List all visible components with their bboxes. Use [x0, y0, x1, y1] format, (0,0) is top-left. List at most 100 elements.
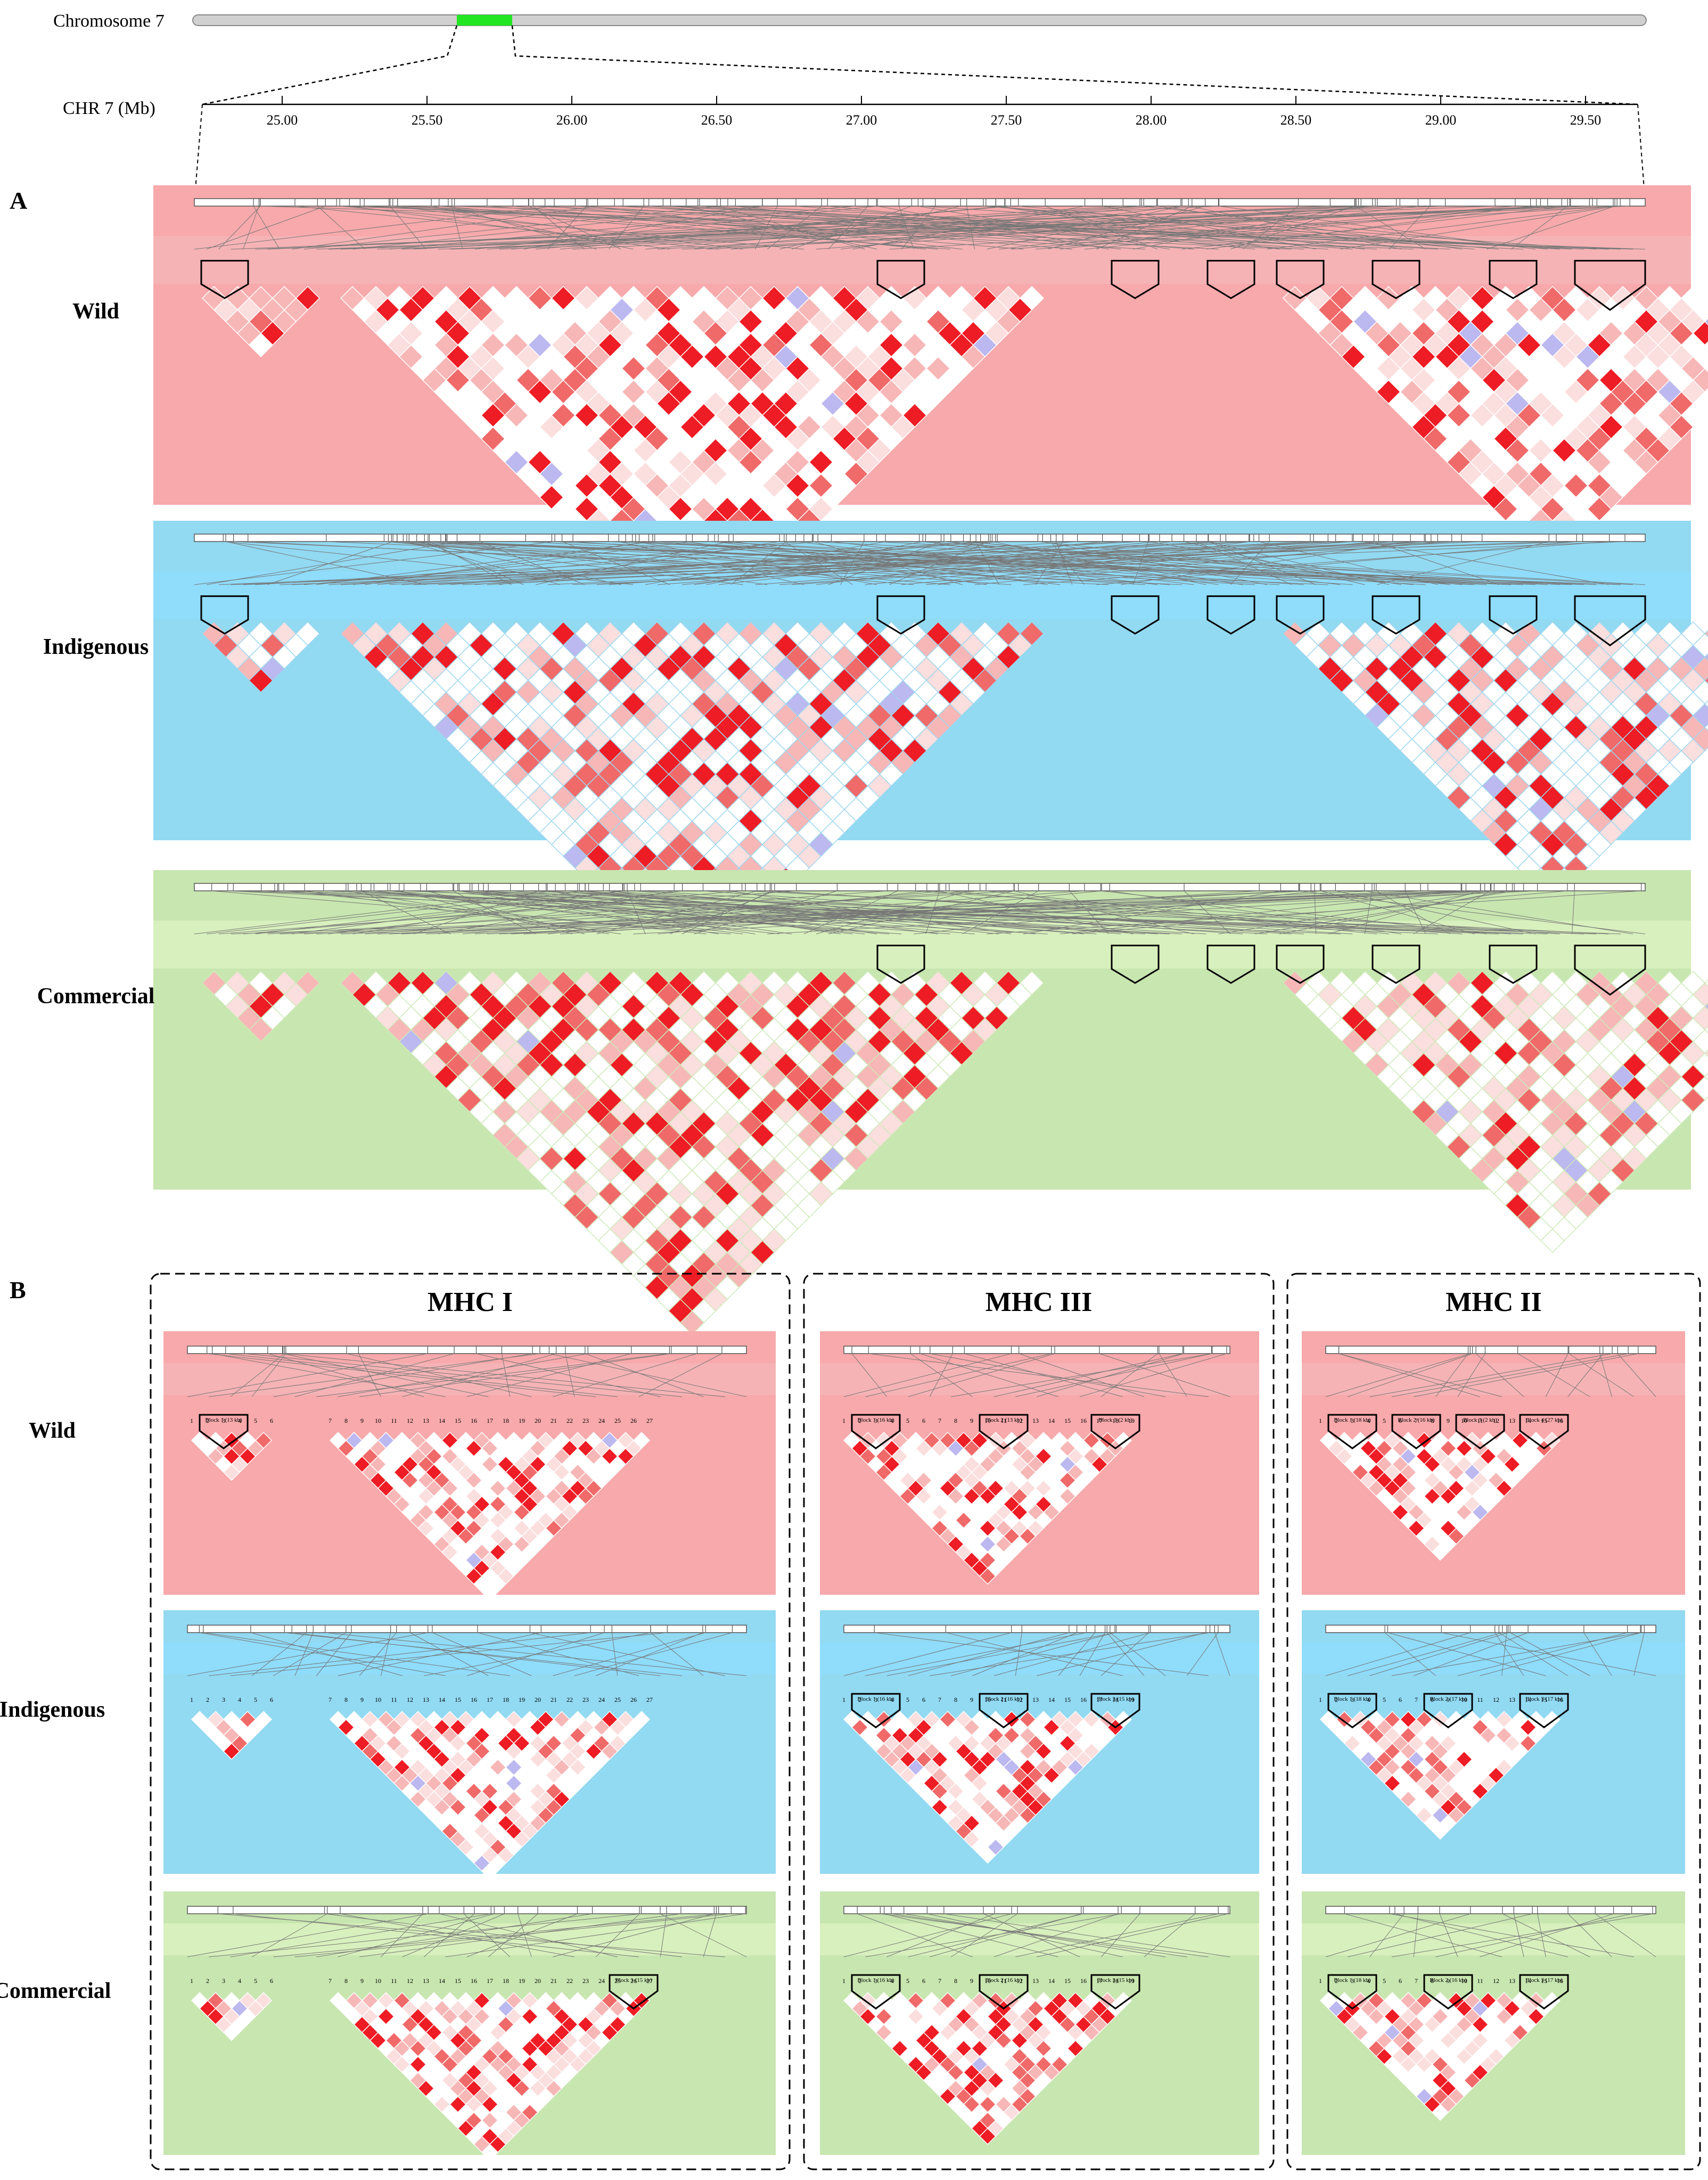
- haplotype-block-outline: [1276, 595, 1325, 635]
- marker-strip: [187, 1625, 747, 1633]
- marker-number: 23: [582, 1417, 589, 1424]
- marker-number: 8: [954, 1977, 957, 1985]
- marker-link: [487, 206, 1024, 250]
- marker-number: 1: [842, 1977, 845, 1985]
- marker-link: [670, 206, 1572, 250]
- marker-link: [1184, 890, 1231, 935]
- panel-a: Wild Indigenous Commercial: [37, 185, 1708, 1335]
- marker-link: [304, 890, 888, 935]
- marker-number: 7: [1415, 1696, 1418, 1703]
- marker-number: 1: [190, 1417, 193, 1424]
- marker-strip: [1325, 1625, 1656, 1633]
- marker-number: 5: [254, 1977, 257, 1985]
- marker-number: 6: [270, 1977, 273, 1985]
- marker-link: [211, 890, 731, 935]
- a-ld-cell: [1704, 341, 1708, 349]
- haplotype-block-label: Block 4 (27 kb): [1525, 1417, 1563, 1423]
- haplotype-block-label: Block 3 (15 kb): [1097, 1696, 1134, 1702]
- marker-number: 13: [423, 1977, 429, 1985]
- marker-link: [779, 206, 961, 250]
- haplotype-block-outline: [1489, 260, 1538, 299]
- marker-number: 7: [329, 1696, 332, 1703]
- marker-number: 13: [1509, 1417, 1515, 1424]
- marker-number: 19: [519, 1417, 525, 1424]
- marker-link: [429, 541, 512, 585]
- population-band: [163, 1363, 776, 1395]
- marker-number: 14: [1048, 1977, 1055, 1985]
- population-band: [1302, 1363, 1685, 1395]
- marker-number: 15: [1064, 1696, 1071, 1703]
- axis-tick-label: 29.50: [1570, 112, 1602, 128]
- marker-link: [326, 541, 1328, 585]
- marker-number: 20: [535, 1977, 541, 1985]
- mhc-region-1: MHC I1 2 3 4 5 6 7 8 9 10 11 12 13 14 15 16 17 18 19 20 21 22…: [0, 1273, 791, 2170]
- marker-link: [987, 890, 1641, 935]
- haplotype-block-label: Block 1 (15 kb): [615, 1977, 652, 1984]
- marker-number: 12: [1493, 1696, 1499, 1703]
- marker-link: [1014, 890, 1194, 935]
- haplotype-block-label: Block 3 (2 kb): [1098, 1417, 1132, 1423]
- marker-link: [1023, 890, 1281, 935]
- region-commercial-panel: 1 2 3 4 5 6 7 8 9 10 11 12 13 14 15 16 17 18 19 20 21 22 23 24 2…: [0, 1891, 776, 2161]
- marker-link: [317, 206, 365, 250]
- marker-number: 17: [487, 1696, 493, 1703]
- marker-link: [451, 206, 463, 250]
- marker-number: 16: [471, 1977, 477, 1985]
- marker-link: [1230, 541, 1270, 585]
- marker-number: 1: [1319, 1417, 1322, 1424]
- marker-link: [499, 541, 780, 585]
- population-label: Wild: [29, 1419, 76, 1443]
- marker-number: 8: [954, 1696, 957, 1703]
- marker-link: [889, 206, 1621, 250]
- marker-number: 21: [551, 1977, 557, 1985]
- marker-number: 3: [222, 1696, 225, 1703]
- region-wild-panel: 1 2 3 4 5 6 7 8 9 10 11 12 13 14 15 16 17 18 19 20 21 22 23 24 2…: [29, 1331, 776, 1601]
- marker-number: 9: [360, 1977, 364, 1985]
- region-title: MHC II: [1446, 1287, 1542, 1317]
- region-indigenous-panel: 1 2 3 4 5 6 7 8 9 10 11 12 13 14 15 16 17 18 19 20 21 22 23 24 2…: [0, 1610, 776, 1880]
- marker-link: [1487, 206, 1615, 250]
- haplotype-block-outline: [876, 260, 925, 299]
- marker-number: 1: [842, 1417, 845, 1424]
- marker-number: 5: [254, 1417, 257, 1424]
- population-label: Wild: [72, 299, 119, 324]
- haplotype-block-outline: [1111, 260, 1160, 299]
- axis-ticks: 25.00 25.50 26.00 26.50 27.00 27.50 28.00 28.50…: [267, 96, 1602, 128]
- marker-link: [445, 541, 1255, 585]
- a-ld-cell: [1704, 700, 1708, 708]
- marker-number: 22: [566, 1977, 573, 1985]
- marker-number: 27: [646, 1696, 653, 1703]
- marker-link: [525, 541, 1280, 585]
- marker-link: [261, 890, 1048, 935]
- marker-number: 21: [551, 1417, 557, 1424]
- haplotype-block-outline: [200, 260, 249, 299]
- marker-number: 11: [391, 1417, 397, 1424]
- a-ld-cell: [1704, 364, 1708, 373]
- marker-link: [1149, 541, 1402, 585]
- a-ld-cell: [1704, 676, 1708, 685]
- a-ld-cell: [1704, 629, 1708, 638]
- a-ld-cell: [1704, 723, 1708, 732]
- marker-link: [267, 541, 393, 585]
- a-ld-cell: [1704, 317, 1708, 326]
- marker-number: 7: [329, 1977, 332, 1985]
- marker-number: 4: [238, 1696, 241, 1703]
- zoom-line-left: [202, 25, 458, 105]
- marker-link: [779, 541, 1393, 585]
- haplotype-block-outline: [1206, 260, 1255, 299]
- marker-number: 18: [503, 1977, 509, 1985]
- marker-link: [986, 206, 1475, 250]
- marker-number: 8: [344, 1417, 348, 1424]
- marker-link: [1133, 206, 1359, 250]
- marker-link: [438, 206, 1571, 250]
- axis-tick-label: 26.00: [556, 112, 588, 128]
- marker-number: 9: [360, 1417, 364, 1424]
- marker-link: [253, 206, 280, 250]
- marker-link: [1096, 206, 1193, 250]
- marker-link: [1072, 890, 1567, 935]
- marker-link: [966, 206, 975, 250]
- marker-link: [996, 206, 1280, 250]
- haplotype-block-outline: [1574, 595, 1646, 646]
- marker-link: [609, 541, 1221, 585]
